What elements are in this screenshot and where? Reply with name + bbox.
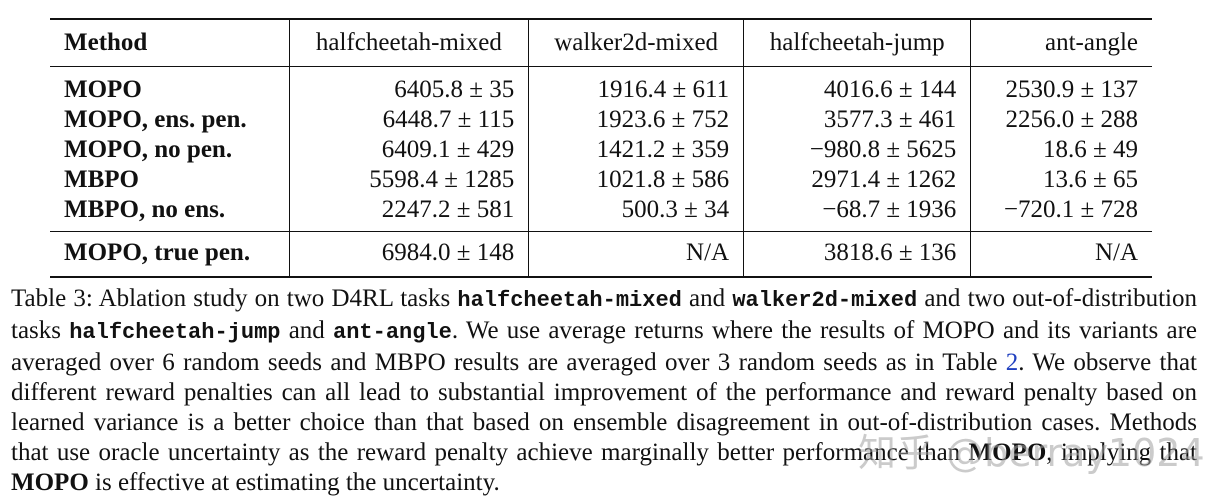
header-method: Method	[50, 19, 290, 67]
results-table-container: Method halfcheetah-mixed walker2d-mixed …	[50, 18, 1152, 278]
cell: 2256.0 ± 288	[1005, 106, 1138, 133]
row-method: MOPO	[50, 66, 290, 105]
table-row-true-penalty: MOPO, true pen. 6984.0 ± 148 N/A 3818.6 …	[50, 231, 1152, 277]
method-name-bold: MOPO	[11, 469, 89, 496]
ablation-table: Method halfcheetah-mixed walker2d-mixed …	[50, 18, 1152, 278]
table-header-row: Method halfcheetah-mixed walker2d-mixed …	[50, 19, 1152, 67]
header-halfcheetah-mixed: halfcheetah-mixed	[289, 19, 530, 67]
row-method: MBPO, no ens.	[50, 195, 290, 232]
cell: 1916.4 ± 611	[528, 66, 745, 105]
cell: −980.8 ± 5625	[743, 135, 972, 165]
caption-text: and	[280, 317, 334, 344]
table-caption: Table 3: Ablation study on two D4RL task…	[11, 284, 1197, 498]
cell: 2530.9 ± 137	[1005, 76, 1138, 103]
table-row: MOPO, no pen. 6409.1 ± 429 1421.2 ± 359 …	[50, 135, 1152, 165]
cell: 6448.7 ± 115	[289, 105, 530, 135]
cell: 6405.8 ± 35	[289, 66, 530, 105]
caption-text: and two out-of-distribution tasks	[11, 285, 1197, 344]
caption-text: and	[681, 285, 733, 312]
table-reference-link[interactable]: 2	[1005, 349, 1019, 376]
cell: 500.3 ± 34	[528, 195, 745, 232]
cell: 13.6 ± 65	[1043, 166, 1138, 193]
caption-label: Table 3:	[11, 285, 93, 312]
cell: 3818.6 ± 136	[743, 231, 972, 277]
cell: N/A	[528, 231, 745, 277]
caption-text: Ablation study on two D4RL tasks	[92, 285, 458, 312]
cell: 6984.0 ± 148	[289, 231, 530, 277]
header-ant-angle: ant-angle	[1044, 29, 1138, 56]
table-row: MBPO, no ens. 2247.2 ± 581 500.3 ± 34 −6…	[50, 195, 1152, 232]
method-name-bold: MOPO	[968, 439, 1047, 466]
header-walker2d-mixed: walker2d-mixed	[528, 19, 745, 67]
cell: 1923.6 ± 752	[528, 105, 745, 135]
cell: 3577.3 ± 461	[743, 105, 972, 135]
header-halfcheetah-jump: halfcheetah-jump	[743, 19, 972, 67]
caption-text: , implying that	[1046, 439, 1197, 466]
table-row: MBPO 5598.4 ± 1285 1021.8 ± 586 2971.4 ±…	[50, 165, 1152, 195]
cell: 2247.2 ± 581	[289, 195, 530, 232]
task-name-code: walker2d-mixed	[732, 288, 918, 313]
cell: 4016.6 ± 144	[743, 66, 972, 105]
row-method: MOPO, true pen.	[50, 231, 290, 277]
cell: −720.1 ± 728	[1003, 196, 1138, 223]
cell: 1421.2 ± 359	[528, 135, 745, 165]
watermark: 知乎 @berray1024	[858, 431, 1205, 475]
caption-text: . We use average returns where the resul…	[11, 317, 1197, 376]
caption-text: is effective at estimating the uncertain…	[88, 469, 500, 496]
row-method: MBPO	[50, 165, 290, 195]
row-method: MOPO, ens. pen.	[50, 105, 290, 135]
cell: 18.6 ± 49	[1043, 136, 1138, 163]
table-row: MOPO 6405.8 ± 35 1916.4 ± 611 4016.6 ± 1…	[50, 66, 1152, 105]
cell: −68.7 ± 1936	[743, 195, 972, 232]
cell: N/A	[1094, 239, 1138, 266]
cell: 2971.4 ± 1262	[743, 165, 972, 195]
cell: 6409.1 ± 429	[289, 135, 530, 165]
table-row: MOPO, ens. pen. 6448.7 ± 115 1923.6 ± 75…	[50, 105, 1152, 135]
task-name-code: halfcheetah-jump	[69, 320, 281, 345]
cell: 5598.4 ± 1285	[289, 165, 530, 195]
task-name-code: ant-angle	[333, 320, 452, 345]
caption-text: . We observe that different reward penal…	[11, 349, 1197, 466]
cell: 1021.8 ± 586	[528, 165, 745, 195]
row-method: MOPO, no pen.	[50, 135, 290, 165]
task-name-code: halfcheetah-mixed	[457, 288, 682, 313]
